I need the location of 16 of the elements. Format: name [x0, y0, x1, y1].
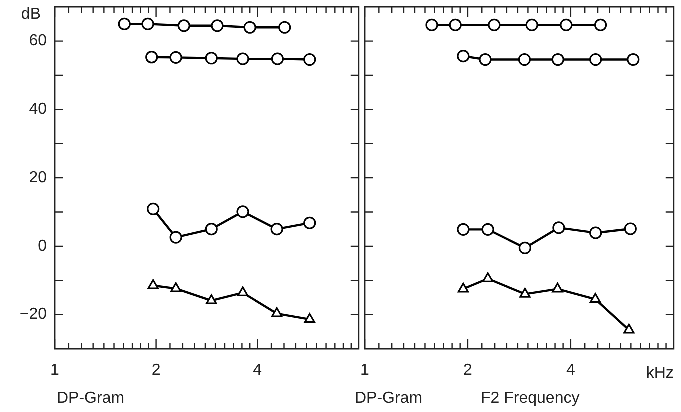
- x-tick-label: 2: [464, 362, 473, 380]
- x-tick-label: 4: [566, 362, 576, 380]
- x-tick-label: 4: [253, 362, 262, 380]
- y-tick-label: 20: [29, 169, 48, 186]
- y-tick-label: 60: [29, 32, 48, 50]
- x-axis-title: DP-Gram: [57, 390, 125, 407]
- y-tick-label: 0: [38, 238, 48, 255]
- text: kHz: [646, 365, 674, 382]
- x-axis-title: F2 Frequency: [481, 390, 580, 407]
- x-tick-label: 2: [152, 362, 161, 380]
- text: DP-Gram: [355, 390, 423, 407]
- y-axis-title: dB: [21, 6, 41, 24]
- y-tick-label: 40: [29, 101, 48, 118]
- x-tick-label: 1: [360, 362, 370, 380]
- y-tick-label: −20: [20, 306, 48, 324]
- x-tick-label: 1: [50, 362, 60, 380]
